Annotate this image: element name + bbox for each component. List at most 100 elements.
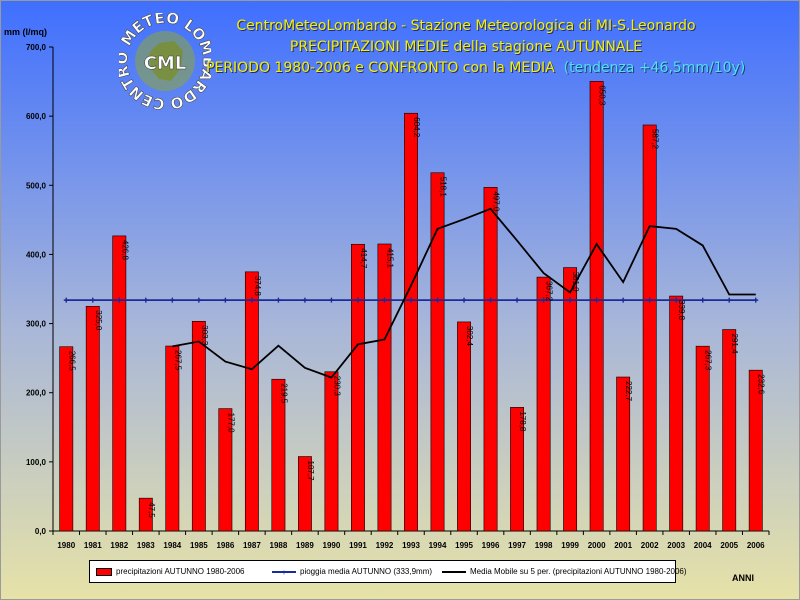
bar <box>695 345 710 532</box>
bar <box>244 271 259 532</box>
x-tick-label: 1991 <box>349 541 367 550</box>
x-tick-label: 1998 <box>535 541 553 550</box>
chart-title-line1: CentroMeteoLombardo - Stazione Meteorolo… <box>236 18 696 34</box>
bar <box>165 345 180 532</box>
mean-line-marker <box>488 297 494 303</box>
mean-line-marker <box>726 297 732 303</box>
bar-data-label: 339,8 <box>677 300 686 321</box>
bar-data-label: 497,0 <box>492 191 501 212</box>
bar-data-label: 291,4 <box>730 334 739 355</box>
mean-line-marker <box>700 297 706 303</box>
bar <box>59 346 74 532</box>
mean-line-marker <box>196 297 202 303</box>
bar-data-label: 267,3 <box>704 350 713 371</box>
chart-title-period: PERIODO 1980-2006 e CONFRONTO con la MED… <box>206 60 555 76</box>
mean-line-marker <box>355 297 361 303</box>
x-tick-label: 2000 <box>588 541 606 550</box>
legend-swatch-moving <box>442 570 466 573</box>
bar <box>271 378 286 532</box>
x-tick-label: 1994 <box>429 541 447 550</box>
bar <box>351 243 365 532</box>
bar <box>616 376 631 532</box>
legend-item-moving: Media Mobile su 5 per. (precipitazioni A… <box>442 561 687 582</box>
mean-line-marker <box>435 297 441 303</box>
legend-label-mean: pioggia media AUTUNNO (333,9mm) <box>300 567 433 576</box>
x-tick-label: 1984 <box>163 541 181 550</box>
mean-line-marker <box>249 297 255 303</box>
mean-line-marker <box>90 297 96 303</box>
mean-line-marker <box>169 297 175 303</box>
bar-data-label: 367,2 <box>545 281 554 302</box>
bar-data-label: 518,1 <box>439 177 448 198</box>
bar-data-label: 381,0 <box>571 272 580 293</box>
mean-line-marker <box>408 297 414 303</box>
mean-line-marker <box>63 297 69 303</box>
bar-data-label: 650,3 <box>598 85 607 106</box>
x-tick-label: 1980 <box>57 541 75 550</box>
y-tick-label: 600,0 <box>26 112 47 121</box>
bar <box>669 295 684 532</box>
x-tick-label: 1983 <box>137 541 155 550</box>
x-tick-label: 2004 <box>694 541 712 550</box>
y-tick-label: 500,0 <box>26 181 47 190</box>
mean-line-marker <box>381 297 387 303</box>
x-tick-label: 1985 <box>190 541 208 550</box>
bar-data-label: 222,7 <box>624 381 633 402</box>
x-tick-label: 2003 <box>667 541 685 550</box>
mean-line-marker <box>143 297 149 303</box>
y-tick-label: 400,0 <box>26 250 47 259</box>
mean-line-marker <box>541 297 547 303</box>
mean-line-marker <box>328 297 334 303</box>
bar <box>404 112 418 532</box>
bar <box>589 81 604 532</box>
bar <box>430 172 445 532</box>
x-tick-label: 1987 <box>243 541 261 550</box>
mean-line-marker <box>567 297 573 303</box>
bar-data-label: 374,8 <box>253 276 262 297</box>
mean-line-marker <box>514 297 520 303</box>
y-tick-label: 300,0 <box>26 320 47 329</box>
bar <box>85 305 100 532</box>
legend-item-mean: + pioggia media AUTUNNO (333,9mm) <box>272 561 432 582</box>
bar <box>324 371 339 532</box>
y-tick-label: 200,0 <box>26 389 47 398</box>
legend-swatch-mean: + <box>272 568 296 576</box>
chart-title-line2: PRECIPITAZIONI MEDIE della stagione AUTU… <box>289 39 643 55</box>
x-tick-label: 1988 <box>270 541 288 550</box>
cml-logo: CENTRO METEO LOMBARDO CML <box>112 8 217 113</box>
bar-data-label: 426,8 <box>120 240 129 261</box>
svg-text:+: + <box>282 568 287 576</box>
legend-label-moving: Media Mobile su 5 per. (precipitazioni A… <box>470 567 687 576</box>
mean-line-marker <box>673 297 679 303</box>
bar <box>457 321 471 532</box>
mean-line-marker <box>594 297 600 303</box>
legend-item-bars: precipitazioni AUTUNNO 1980-2006 <box>96 561 245 582</box>
bar-data-label: 587,2 <box>651 129 660 150</box>
bar <box>536 276 551 532</box>
bar <box>722 329 737 532</box>
bar-data-label: 178,8 <box>518 411 527 432</box>
bar <box>138 497 153 532</box>
bar <box>483 187 498 532</box>
mean-line-marker <box>302 297 308 303</box>
mean-line-marker <box>116 297 122 303</box>
bar <box>748 369 763 532</box>
x-tick-label: 1999 <box>561 541 579 550</box>
y-tick-label: 0,0 <box>35 527 47 536</box>
mean-line-marker <box>461 297 467 303</box>
x-tick-label: 1997 <box>508 541 526 550</box>
bar <box>218 408 233 532</box>
logo-center-text: CML <box>144 53 187 74</box>
bar-data-label: 47,5 <box>147 502 156 518</box>
y-tick-label: 700,0 <box>26 43 47 52</box>
bar-data-label: 303,3 <box>200 325 209 346</box>
x-tick-label: 1995 <box>455 541 473 550</box>
bar-data-label: 325,0 <box>94 310 103 331</box>
mean-line-marker <box>647 297 653 303</box>
bar <box>112 235 127 532</box>
bar <box>191 320 206 532</box>
x-tick-label: 1990 <box>323 541 341 550</box>
chart-title-line3: PERIODO 1980-2006 e CONFRONTO con la MED… <box>206 60 745 76</box>
